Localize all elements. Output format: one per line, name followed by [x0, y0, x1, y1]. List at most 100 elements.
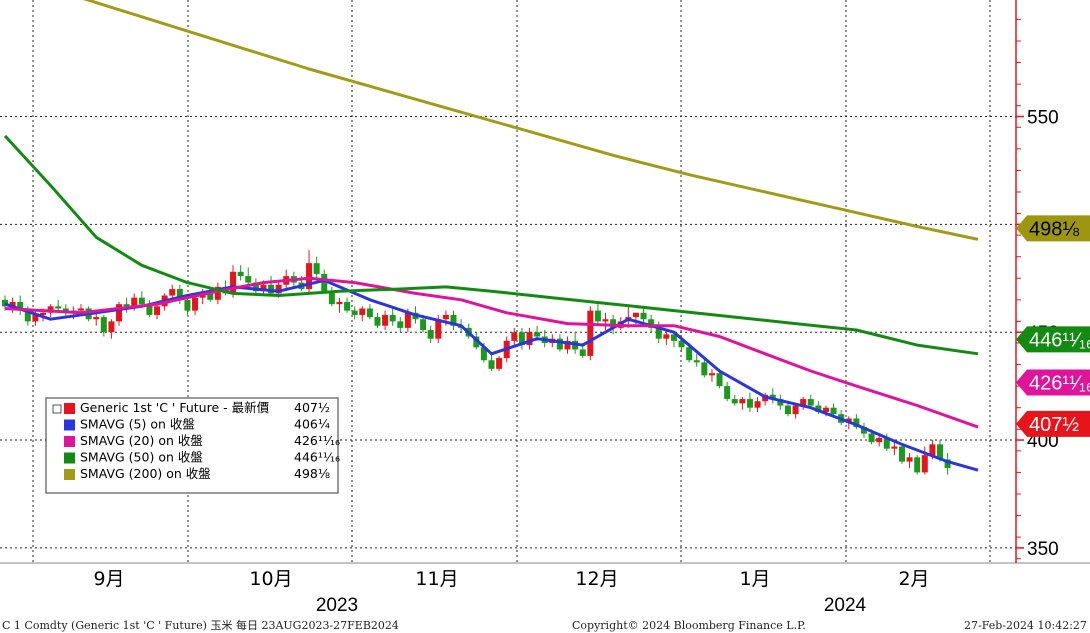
- candle-body: [100, 317, 107, 333]
- candle-body: [344, 301, 351, 311]
- candle-body: [146, 304, 153, 315]
- candle-body: [754, 401, 761, 408]
- candle-body: [868, 433, 875, 443]
- candle-body: [777, 399, 784, 406]
- value-tag-1: [1016, 326, 1090, 353]
- legend-swatch-2: [64, 436, 75, 447]
- value-tag-2: [1016, 369, 1090, 396]
- legend-swatch-0: [64, 403, 75, 414]
- value-tag-label-0: 498⅛: [1029, 218, 1079, 240]
- candle-body: [784, 405, 791, 415]
- legend-label-0: Generic 1st 'C ' Future - 最新價: [80, 400, 270, 415]
- candle-body: [420, 319, 427, 331]
- candle-body: [640, 312, 647, 320]
- value-tag-3: [1016, 410, 1090, 437]
- candle-body: [176, 289, 183, 300]
- candle-body: [47, 306, 54, 313]
- candle-body: [929, 444, 936, 456]
- legend-label-2: SMAVG (20) on 收盤: [80, 433, 203, 448]
- candle-body: [830, 407, 837, 415]
- legend-label-3: SMAVG (50) on 收盤: [80, 450, 203, 465]
- candle-body: [230, 271, 237, 294]
- y-tick-label-4: 550: [1027, 107, 1059, 128]
- x-tick-label-1: 10月: [249, 568, 292, 590]
- ma-line-2: [3, 134, 979, 356]
- candle-body: [2, 299, 8, 307]
- legend-value-4: 498⅛: [294, 466, 330, 481]
- candle-body: [602, 319, 609, 322]
- candle-body: [473, 336, 480, 348]
- candle-body: [511, 332, 518, 341]
- candle-body: [427, 330, 434, 339]
- value-tags: 498⅛ 446¹¹⁄₁₆ 426¹¹⁄₁₆ 407½: [1016, 215, 1090, 437]
- x-tick-label-4: 1月: [739, 568, 770, 590]
- candle-body: [724, 386, 731, 400]
- candle-body: [207, 293, 214, 300]
- candle-body: [663, 334, 670, 339]
- candle-body: [769, 394, 776, 400]
- candle-body: [496, 358, 503, 369]
- candle-body: [328, 291, 335, 305]
- ma-line-0: [4, 278, 979, 472]
- candle-body: [648, 319, 655, 328]
- candle-body: [252, 282, 259, 292]
- footer-timestamp: 27-Feb-2024 10:42:27: [964, 619, 1087, 632]
- candle-body: [594, 310, 601, 322]
- candle-body: [382, 314, 389, 326]
- candle-body: [876, 437, 883, 443]
- candle-body: [24, 310, 31, 322]
- candle-body: [488, 360, 495, 369]
- candle-body: [313, 263, 320, 274]
- candle-body: [891, 446, 898, 449]
- candle-body: [260, 284, 267, 292]
- candle-body: [822, 407, 829, 413]
- candle-body: [800, 399, 807, 406]
- legend-swatch-3: [64, 452, 75, 464]
- candle-body: [670, 334, 677, 341]
- year-label-1: 2024: [824, 595, 867, 616]
- moving-average-lines: [3, 0, 979, 472]
- candle-body: [397, 321, 404, 328]
- candle-body: [93, 317, 100, 320]
- value-tag-label-2: 426¹¹⁄₁₆: [1029, 372, 1090, 394]
- candle-body: [936, 444, 943, 460]
- x-tick-label-5: 2月: [898, 568, 929, 590]
- legend-collapse-icon: [52, 404, 62, 414]
- candle-body: [655, 327, 662, 339]
- candle-body: [944, 459, 951, 469]
- candle-body: [518, 332, 525, 346]
- candle-body: [693, 360, 700, 363]
- candle-body: [404, 312, 411, 328]
- candle-body: [40, 312, 47, 315]
- year-label-0: 2023: [316, 595, 358, 616]
- value-tag-label-1: 446¹¹⁄₁₆: [1029, 329, 1090, 351]
- candle-body: [906, 457, 913, 462]
- candle-body: [526, 332, 533, 346]
- candle-body: [336, 301, 343, 305]
- legend-value-0: 407½: [294, 400, 330, 415]
- candle-body: [366, 308, 373, 318]
- x-axis-labels: 9月 10月 11月 12月 1月 2月 2023 2024: [93, 568, 929, 616]
- candle-body: [587, 310, 594, 356]
- candle-body: [860, 427, 867, 434]
- candle-body: [389, 314, 396, 322]
- legend-label-1: SMAVG (5) on 收盤: [80, 417, 195, 432]
- ma-line-3: [83, 0, 979, 241]
- candle-body: [237, 271, 244, 277]
- candle-body: [731, 399, 738, 404]
- footer-source: C 1 Comdty (Generic 1st 'C ' Future) 玉米 …: [2, 618, 399, 632]
- candle-body: [579, 349, 586, 356]
- legend-value-3: 446¹¹⁄₁₆: [294, 450, 340, 465]
- candle-body: [17, 301, 24, 311]
- candle-body: [534, 332, 541, 337]
- candle-body: [746, 399, 753, 408]
- candle-body: [359, 308, 366, 315]
- candle-body: [807, 399, 814, 406]
- candle-body: [708, 373, 715, 376]
- candle-body: [701, 362, 708, 376]
- legend-swatch-1: [64, 419, 75, 431]
- candle-body: [9, 301, 16, 307]
- candle-body: [914, 457, 921, 473]
- candle-body: [351, 310, 358, 315]
